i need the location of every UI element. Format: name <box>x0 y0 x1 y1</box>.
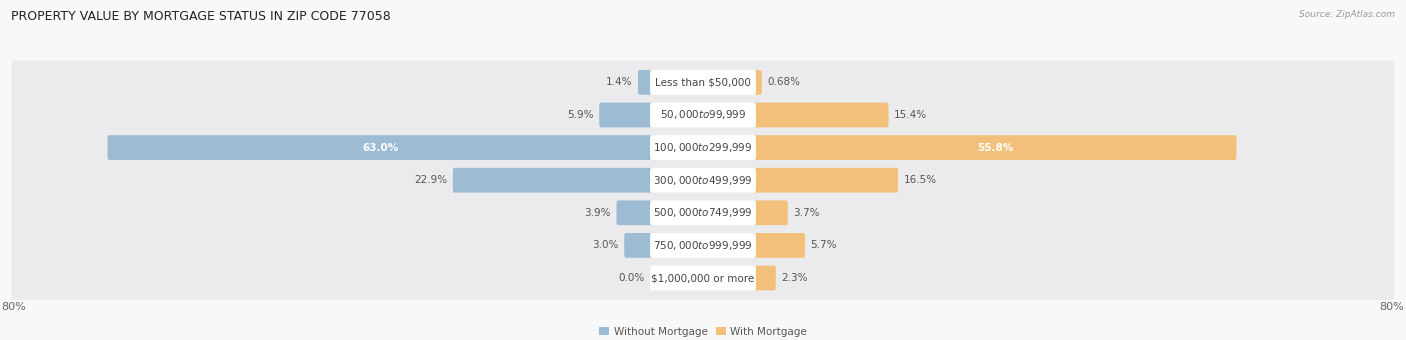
Text: $750,000 to $999,999: $750,000 to $999,999 <box>654 239 752 252</box>
Text: 3.7%: 3.7% <box>793 208 820 218</box>
Text: 3.9%: 3.9% <box>585 208 610 218</box>
Text: 2.3%: 2.3% <box>782 273 808 283</box>
FancyBboxPatch shape <box>650 135 756 160</box>
FancyBboxPatch shape <box>638 70 652 95</box>
Text: $300,000 to $499,999: $300,000 to $499,999 <box>654 174 752 187</box>
Text: 63.0%: 63.0% <box>361 142 398 153</box>
FancyBboxPatch shape <box>650 103 756 128</box>
FancyBboxPatch shape <box>453 168 652 192</box>
FancyBboxPatch shape <box>754 70 762 95</box>
Text: 0.0%: 0.0% <box>619 273 644 283</box>
FancyBboxPatch shape <box>754 135 1236 160</box>
FancyBboxPatch shape <box>599 103 652 128</box>
Text: 3.0%: 3.0% <box>592 240 619 250</box>
Text: 1.4%: 1.4% <box>606 78 633 87</box>
Text: Source: ZipAtlas.com: Source: ZipAtlas.com <box>1299 10 1395 19</box>
Text: 22.9%: 22.9% <box>415 175 447 185</box>
FancyBboxPatch shape <box>616 200 652 225</box>
Text: 5.7%: 5.7% <box>811 240 837 250</box>
Text: $50,000 to $99,999: $50,000 to $99,999 <box>659 108 747 121</box>
FancyBboxPatch shape <box>624 233 652 258</box>
Text: $100,000 to $299,999: $100,000 to $299,999 <box>654 141 752 154</box>
Text: $1,000,000 or more: $1,000,000 or more <box>651 273 755 283</box>
Text: 5.9%: 5.9% <box>567 110 593 120</box>
Text: 15.4%: 15.4% <box>894 110 928 120</box>
FancyBboxPatch shape <box>650 70 756 95</box>
Text: 0.68%: 0.68% <box>768 78 800 87</box>
FancyBboxPatch shape <box>650 266 756 290</box>
FancyBboxPatch shape <box>754 266 776 290</box>
FancyBboxPatch shape <box>11 126 1395 169</box>
Text: PROPERTY VALUE BY MORTGAGE STATUS IN ZIP CODE 77058: PROPERTY VALUE BY MORTGAGE STATUS IN ZIP… <box>11 10 391 23</box>
FancyBboxPatch shape <box>754 233 806 258</box>
FancyBboxPatch shape <box>650 168 756 192</box>
Text: Less than $50,000: Less than $50,000 <box>655 78 751 87</box>
FancyBboxPatch shape <box>11 224 1395 267</box>
FancyBboxPatch shape <box>754 168 898 192</box>
FancyBboxPatch shape <box>11 93 1395 137</box>
FancyBboxPatch shape <box>754 103 889 128</box>
Text: $500,000 to $749,999: $500,000 to $749,999 <box>654 206 752 219</box>
FancyBboxPatch shape <box>107 135 652 160</box>
FancyBboxPatch shape <box>11 61 1395 104</box>
Text: 55.8%: 55.8% <box>977 142 1014 153</box>
FancyBboxPatch shape <box>650 233 756 258</box>
FancyBboxPatch shape <box>650 200 756 225</box>
FancyBboxPatch shape <box>754 200 787 225</box>
Text: 16.5%: 16.5% <box>904 175 936 185</box>
FancyBboxPatch shape <box>11 158 1395 202</box>
FancyBboxPatch shape <box>11 256 1395 300</box>
Legend: Without Mortgage, With Mortgage: Without Mortgage, With Mortgage <box>599 327 807 337</box>
FancyBboxPatch shape <box>11 191 1395 235</box>
